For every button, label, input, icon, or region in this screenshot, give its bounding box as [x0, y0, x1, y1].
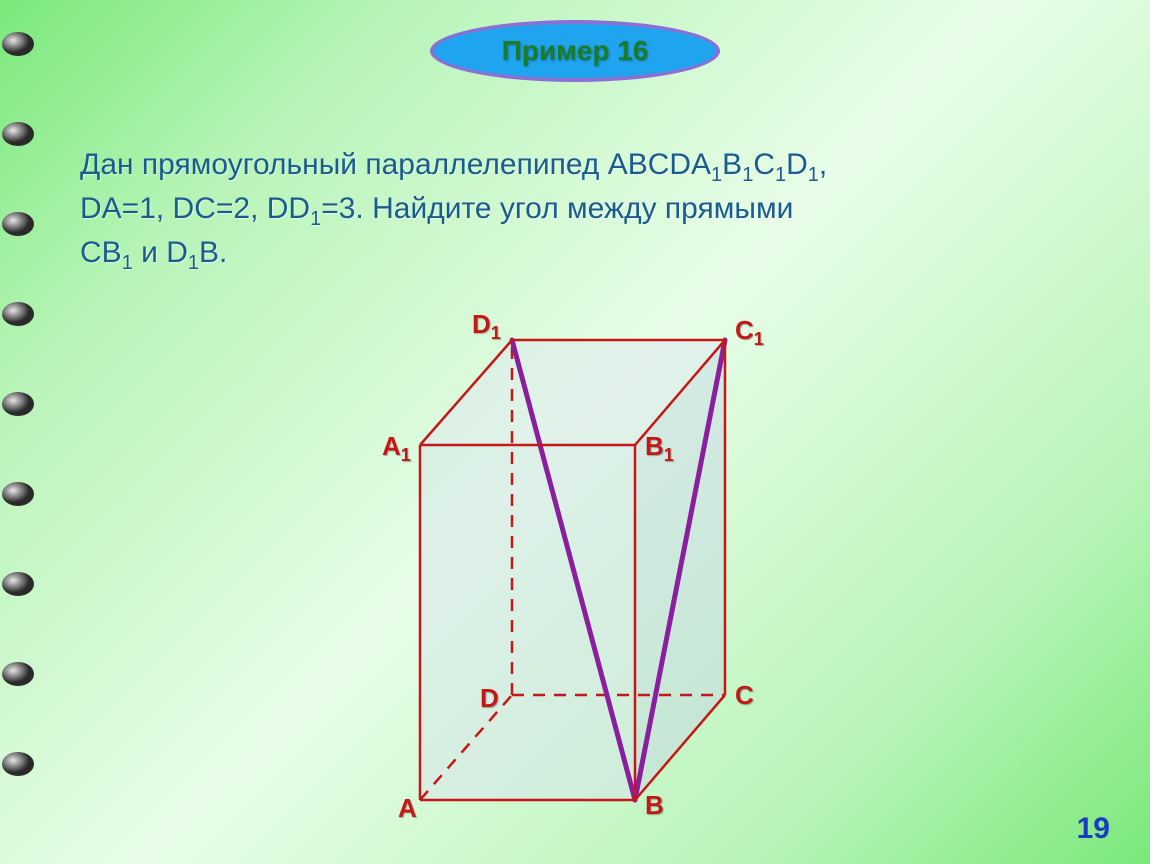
parallelepiped-diagram: A B C D A1 B1 C1 D1 [330, 295, 830, 815]
title-badge: Пример 16 [430, 20, 720, 82]
problem-part: Дан прямоугольный параллелепипед [80, 148, 608, 181]
vertex-b: B [645, 790, 664, 821]
slide-bullet [0, 750, 36, 778]
slide-bullet [0, 480, 36, 508]
vertex-d1: D1 [472, 309, 501, 344]
problem-part: =3. Найдите угол между прямыми [321, 192, 793, 225]
problem-part: D [786, 148, 808, 181]
slide-bullet [0, 660, 36, 688]
vertex-a: A [398, 793, 417, 824]
vertex-c1: C1 [735, 315, 764, 350]
vertex-c: C [735, 680, 754, 711]
problem-part: CB [80, 236, 122, 269]
problem-statement: Дан прямоугольный параллелепипед ABCDA1B… [80, 145, 1080, 277]
problem-part: ABCDA [608, 148, 711, 181]
slide-bullet [0, 300, 36, 328]
vertex-d: D [480, 683, 499, 714]
problem-part: B [722, 148, 742, 181]
diagram-svg [330, 295, 830, 815]
problem-part: C [753, 148, 775, 181]
slide-bullet [0, 30, 36, 58]
subscript: 1 [122, 252, 133, 274]
subscript: 1 [742, 164, 753, 186]
subscript: 1 [711, 164, 722, 186]
vertex-a1: A1 [382, 431, 411, 466]
slide-bullet [0, 390, 36, 418]
problem-part: и D [133, 236, 188, 269]
subscript: 1 [808, 164, 819, 186]
problem-part: B. [199, 236, 227, 269]
page-number: 19 [1077, 812, 1110, 846]
slide-bullet [0, 210, 36, 238]
problem-part: , [819, 148, 827, 181]
vertex-b1: B1 [645, 431, 674, 466]
slide-bullet [0, 120, 36, 148]
subscript: 1 [775, 164, 786, 186]
subscript: 1 [188, 252, 199, 274]
title-text: Пример 16 [502, 35, 649, 67]
subscript: 1 [310, 208, 321, 230]
problem-part: DA=1, DC=2, DD [80, 192, 310, 225]
slide-bullet [0, 570, 36, 598]
